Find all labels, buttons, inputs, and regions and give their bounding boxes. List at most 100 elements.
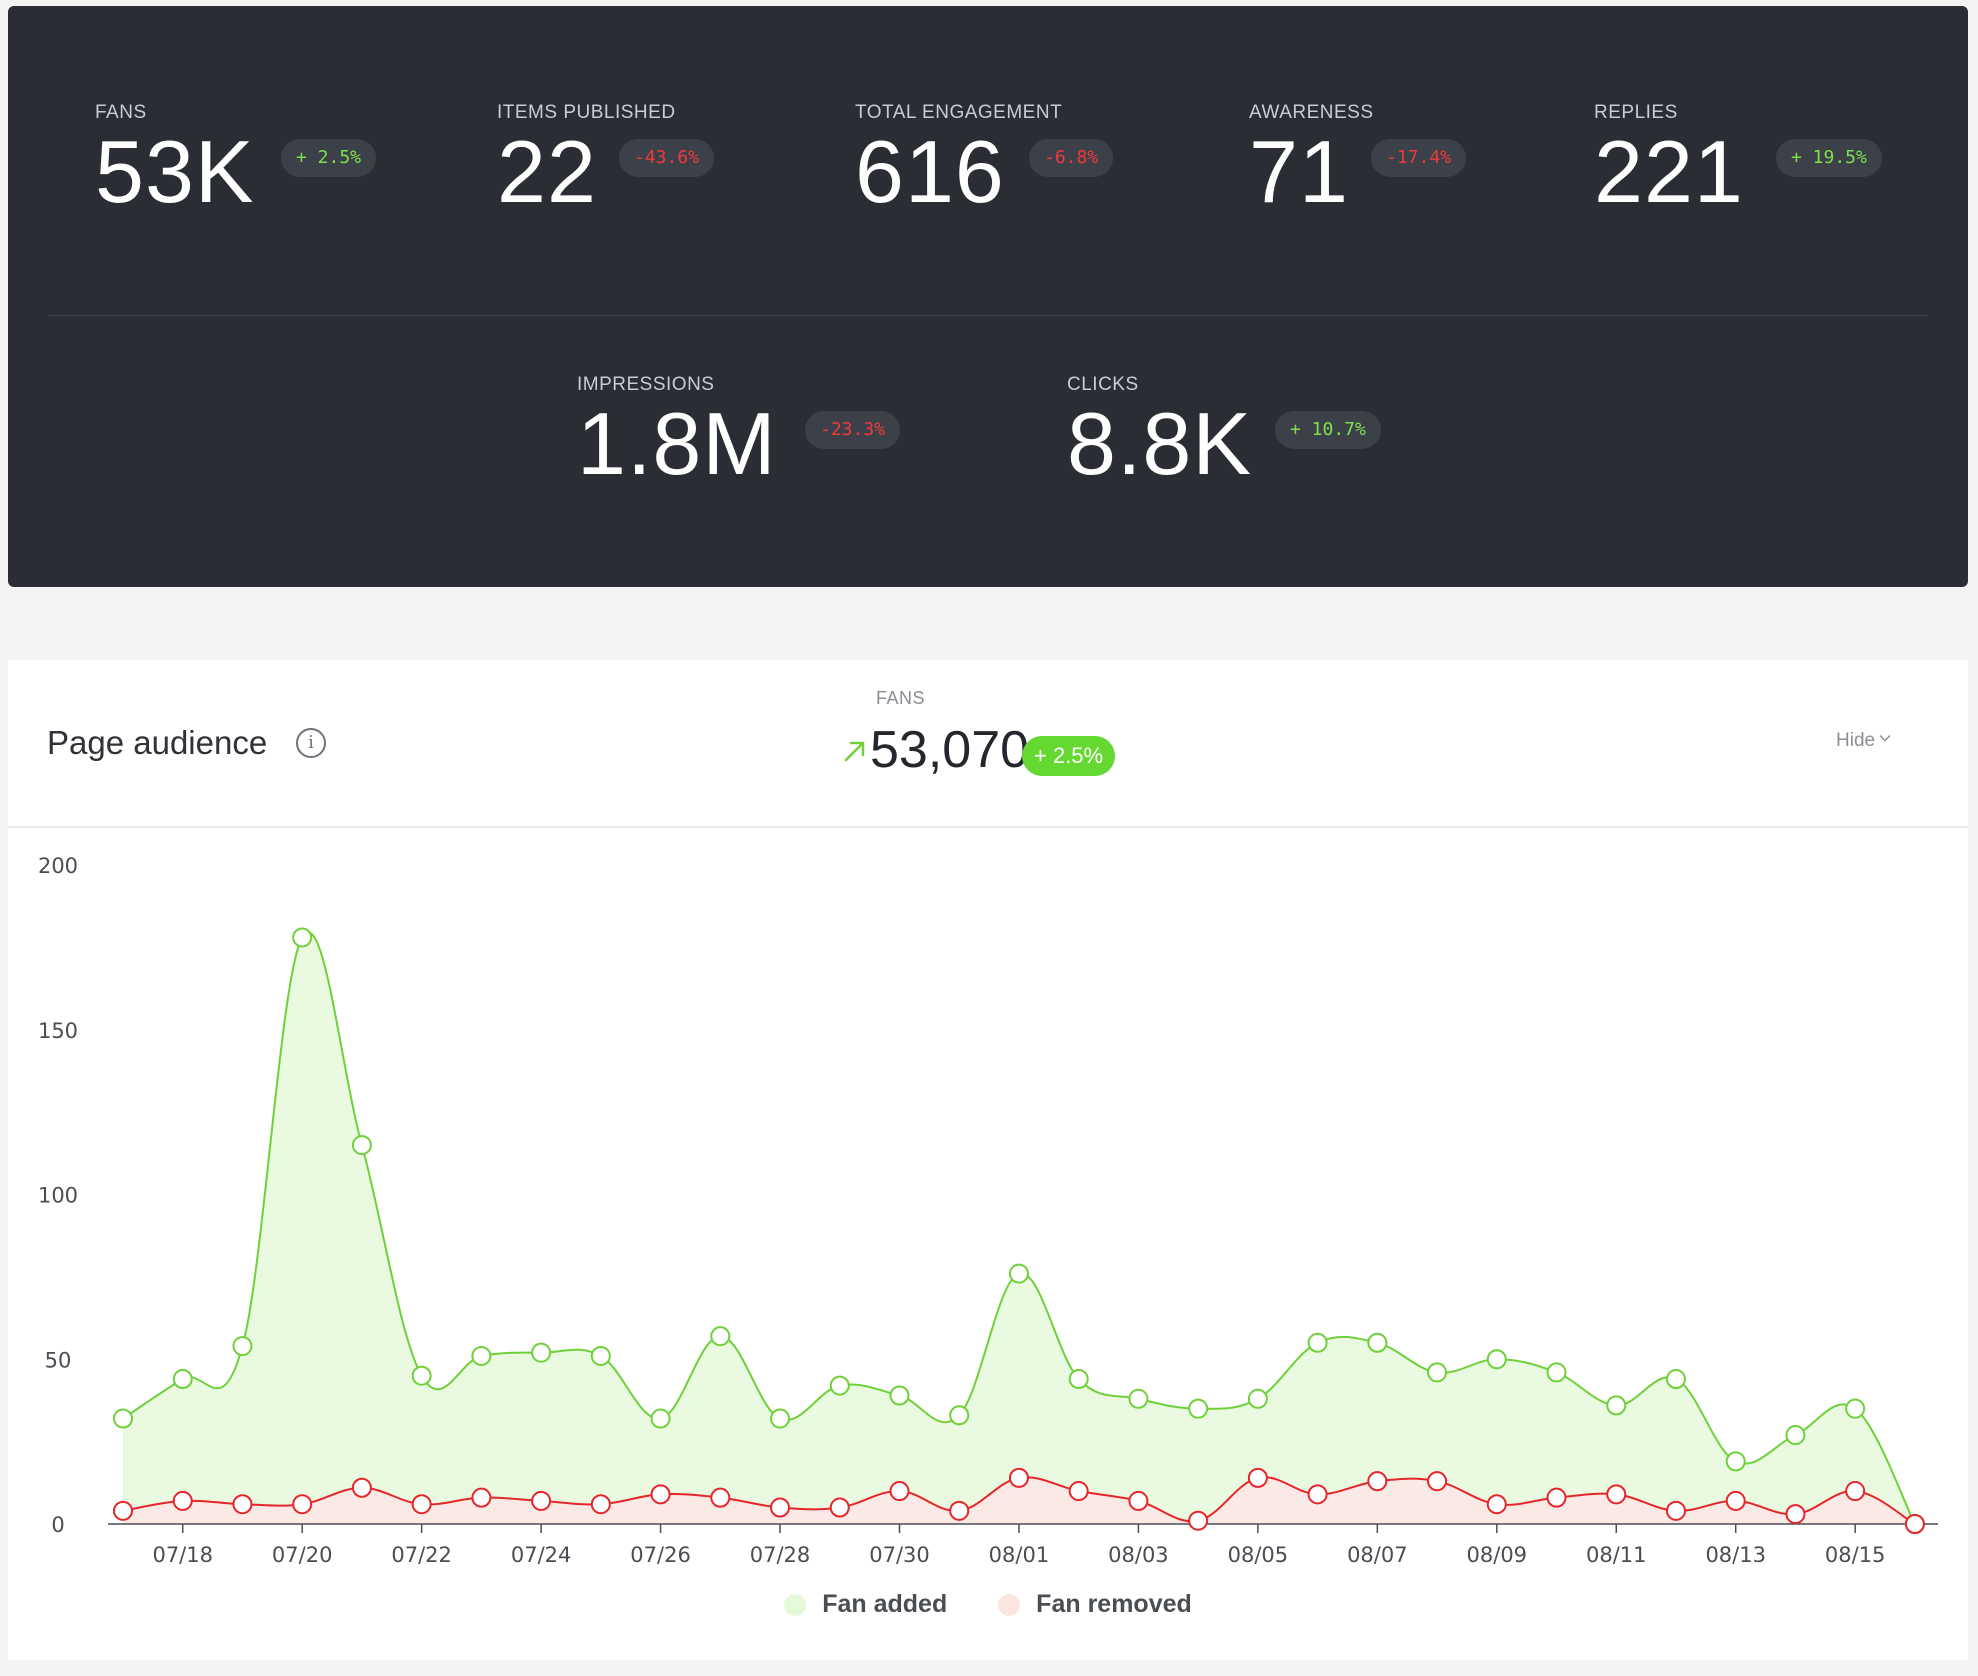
point-fan-removed: [1725, 1490, 1746, 1511]
info-icon[interactable]: i: [296, 728, 326, 758]
chart-areas: [123, 932, 1915, 1524]
point-fan-added: [1486, 1349, 1507, 1370]
metric-delta-badge: + 2.5%: [281, 139, 377, 177]
hide-button[interactable]: Hide: [1836, 730, 1891, 752]
point-fan-added: [1546, 1362, 1567, 1383]
point-fan-removed: [1367, 1471, 1388, 1492]
y-tick-label: 150: [38, 1019, 78, 1043]
point-fan-removed: [471, 1487, 492, 1508]
point-fan-added: [172, 1369, 193, 1390]
x-tick-label: 07/22: [391, 1543, 452, 1567]
point-fan-removed: [232, 1494, 253, 1515]
point-fan-removed: [172, 1490, 193, 1511]
point-fan-added: [531, 1342, 552, 1363]
metric-label: CLICKS: [1067, 374, 1139, 395]
metric-label: TOTAL ENGAGEMENT: [855, 102, 1063, 123]
x-tick-label: 08/13: [1705, 1543, 1766, 1567]
legend-item-fan-added[interactable]: Fan added: [784, 1590, 947, 1619]
point-fan-removed: [1427, 1471, 1448, 1492]
legend-swatch-fan-added: [784, 1593, 807, 1616]
point-fan-removed: [590, 1494, 611, 1515]
page-audience-card: Page audience i FANS 53,070 + 2.5% Hide …: [8, 660, 1968, 1660]
point-fan-added: [650, 1408, 671, 1429]
x-tick-label: 08/15: [1825, 1543, 1886, 1567]
hide-button-label: Hide: [1836, 730, 1876, 751]
metric-value: 22: [497, 122, 597, 221]
point-fan-removed: [113, 1500, 133, 1521]
point-fan-added: [113, 1408, 133, 1429]
metric-delta-badge: + 19.5%: [1776, 139, 1882, 177]
x-tick-label: 07/18: [152, 1543, 213, 1567]
point-fan-added: [1665, 1369, 1686, 1390]
x-tick-label: 07/28: [750, 1543, 811, 1567]
point-fan-added: [1725, 1451, 1746, 1472]
legend-item-fan-removed[interactable]: Fan removed: [998, 1590, 1192, 1619]
fans-summary-label: FANS: [876, 688, 926, 708]
point-fan-removed: [1008, 1467, 1029, 1488]
x-tick-label: 08/05: [1228, 1543, 1289, 1567]
point-fan-added: [710, 1326, 731, 1347]
point-fan-added: [1606, 1395, 1627, 1416]
point-fan-added: [1785, 1425, 1806, 1446]
point-fan-added: [590, 1345, 611, 1366]
metrics-panel: FANS 53K + 2.5% ITEMS PUBLISHED 22 -43.6…: [8, 6, 1968, 587]
point-fan-removed: [829, 1497, 850, 1518]
point-fan-removed: [1845, 1481, 1866, 1502]
point-fan-added: [1427, 1362, 1448, 1383]
metric-value: 8.8K: [1067, 394, 1253, 493]
legend-swatch-fan-removed: [998, 1593, 1021, 1616]
point-fan-added: [411, 1365, 432, 1386]
point-fan-removed: [1188, 1510, 1209, 1531]
x-tick-label: 08/09: [1467, 1543, 1528, 1567]
metric-label: REPLIES: [1594, 102, 1678, 123]
x-tick-label: 08/11: [1586, 1543, 1647, 1567]
point-fan-added: [471, 1345, 492, 1366]
x-tick-label: 08/07: [1347, 1543, 1408, 1567]
point-fan-added: [1068, 1369, 1089, 1390]
metric-delta-badge: -17.4%: [1371, 139, 1467, 177]
point-fan-removed: [650, 1484, 671, 1505]
fans-summary-value: 53,070: [870, 721, 1030, 779]
point-fan-removed: [710, 1487, 731, 1508]
point-fan-removed: [770, 1497, 791, 1518]
y-tick-label: 100: [38, 1184, 78, 1208]
point-fan-added: [1128, 1388, 1149, 1409]
metric-value: 1.8M: [577, 394, 777, 493]
point-fan-removed: [1247, 1467, 1268, 1488]
point-fan-removed: [351, 1477, 372, 1498]
metric-label: FANS: [95, 102, 147, 123]
metric-value: 71: [1249, 122, 1349, 221]
point-fan-added: [770, 1408, 791, 1429]
point-fan-removed: [1904, 1514, 1925, 1534]
x-tick-label: 07/26: [630, 1543, 691, 1567]
metrics-divider: [48, 315, 1928, 316]
x-tick-label: 07/24: [511, 1543, 572, 1567]
point-fan-removed: [411, 1494, 432, 1515]
x-axis: 07/18 07/20 07/22 07/24 07/26 07/28 07/30 08/01…: [152, 1524, 1885, 1567]
point-fan-removed: [889, 1481, 910, 1502]
y-tick-label: 200: [38, 854, 78, 878]
fans-delta-badge: + 2.5%: [1022, 736, 1116, 776]
metric-label: AWARENESS: [1249, 102, 1374, 123]
point-fan-removed: [1307, 1484, 1328, 1505]
point-fan-added: [292, 927, 313, 948]
point-fan-removed: [531, 1490, 552, 1511]
point-fan-added: [1367, 1332, 1388, 1353]
metric-value: 616: [855, 122, 1005, 221]
metric-label: IMPRESSIONS: [577, 374, 715, 395]
point-fan-added: [889, 1385, 910, 1406]
metric-delta-badge: -43.6%: [619, 139, 715, 177]
card-header: Page audience i FANS 53,070 + 2.5% Hide: [8, 660, 1968, 828]
metric-value: 53K: [95, 122, 255, 221]
point-fan-added: [1247, 1388, 1268, 1409]
x-tick-label: 08/03: [1108, 1543, 1169, 1567]
point-fan-removed: [1068, 1481, 1089, 1502]
area-fan-added: [123, 932, 1915, 1524]
point-fan-removed: [1486, 1494, 1507, 1515]
y-tick-label: 50: [45, 1348, 72, 1372]
point-fan-removed: [1128, 1490, 1149, 1511]
arrow-up-right-icon: [844, 741, 865, 762]
metric-delta-badge: + 10.7%: [1275, 411, 1381, 449]
y-tick-label: 0: [51, 1513, 64, 1537]
point-fan-removed: [292, 1494, 313, 1515]
